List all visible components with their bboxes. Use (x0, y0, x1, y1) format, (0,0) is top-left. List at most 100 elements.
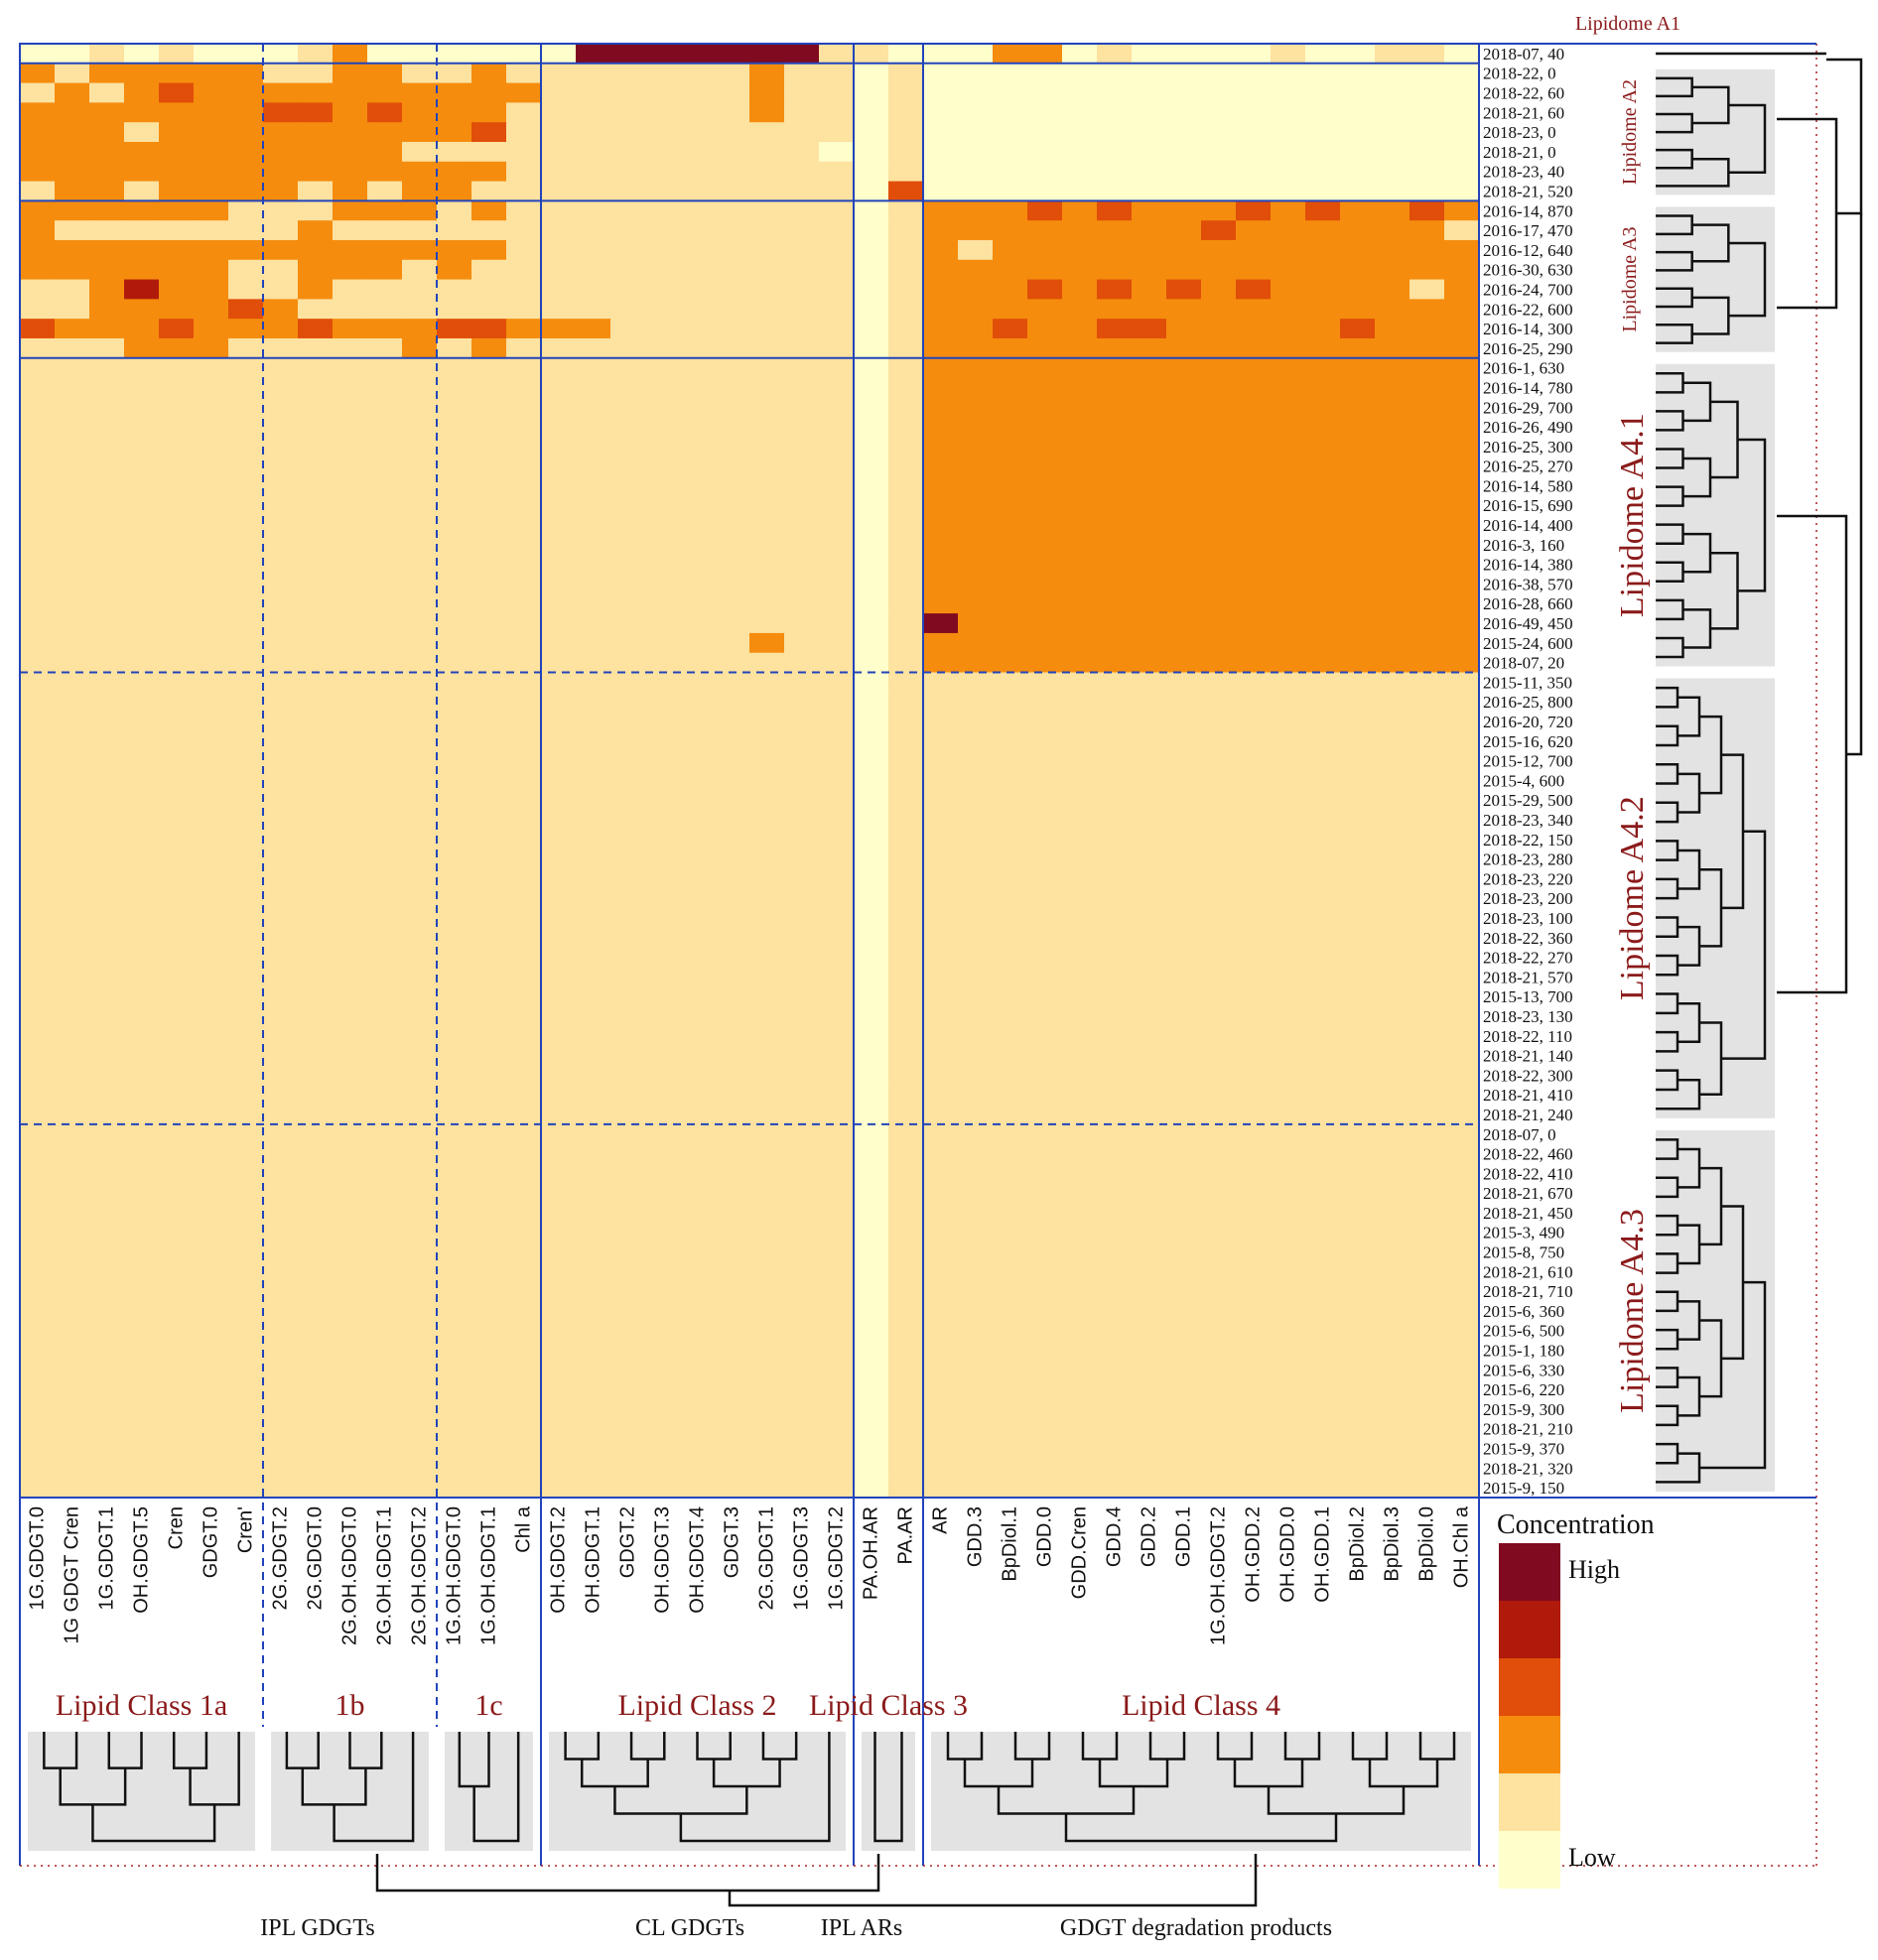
heatmap-cell (55, 888, 90, 909)
heatmap-cell (159, 357, 195, 379)
heatmap-cell (506, 672, 542, 693)
heatmap-cell (437, 1025, 472, 1047)
heatmap-cell (1409, 1379, 1445, 1400)
heatmap-cell (367, 652, 403, 674)
heatmap-cell (20, 1222, 56, 1243)
heatmap-cell (854, 63, 889, 84)
heatmap-cell (228, 1203, 264, 1224)
heatmap-cell (333, 417, 368, 438)
heatmap-cell (923, 947, 959, 968)
heatmap-cell (993, 986, 1028, 1007)
heatmap-cell (680, 456, 716, 477)
heatmap-cell (1444, 672, 1480, 693)
row-label: 2018-23, 220 (1483, 869, 1573, 888)
heatmap-cell (993, 1105, 1028, 1125)
heatmap-cell (645, 44, 681, 65)
heatmap-cell (1305, 1085, 1341, 1106)
heatmap-cell (1340, 1379, 1376, 1400)
heatmap-cell (1097, 239, 1133, 261)
dendrogram-branch (679, 1732, 831, 1843)
heatmap-cell (367, 1006, 403, 1027)
heatmap-cell (923, 534, 959, 556)
heatmap-cell (715, 692, 750, 713)
heatmap-cell (610, 299, 646, 320)
heatmap-cell (159, 220, 195, 241)
heatmap-cell (645, 554, 681, 576)
heatmap-cell (1271, 102, 1306, 123)
heatmap-cell (645, 574, 681, 594)
heatmap-cell (1444, 574, 1480, 594)
heatmap-cell (20, 632, 56, 654)
heatmap-cell (124, 730, 160, 752)
heatmap-cell (854, 1222, 889, 1243)
heatmap-cell (784, 849, 820, 869)
heatmap-cell (715, 475, 750, 496)
heatmap-cell (645, 1123, 681, 1145)
heatmap-cell (645, 613, 681, 634)
heatmap-cell (506, 397, 542, 418)
heatmap-cell (819, 1025, 855, 1047)
heatmap-cell (749, 1399, 785, 1420)
heatmap-cell (576, 672, 611, 693)
heatmap-cell (1444, 1105, 1480, 1125)
heatmap-cell (1375, 1438, 1410, 1459)
heatmap-cell (124, 1241, 160, 1262)
heatmap-cell (576, 593, 611, 614)
heatmap-cell (610, 319, 646, 339)
heatmap-cell (194, 1399, 229, 1420)
heatmap-cell (1132, 574, 1167, 594)
heatmap-cell (1409, 927, 1445, 949)
heatmap-cell (645, 1065, 681, 1086)
heatmap-cell (1201, 181, 1237, 201)
heatmap-cell (680, 259, 716, 281)
heatmap-cell (1132, 181, 1167, 201)
heatmap-cell (888, 456, 924, 477)
heatmap-cell (715, 1203, 750, 1224)
heatmap-cell (1305, 239, 1341, 261)
heatmap-cell (437, 1183, 472, 1204)
heatmap-cell (715, 1399, 750, 1420)
heatmap-cell (1097, 652, 1133, 674)
heatmap-cell (298, 319, 334, 339)
heatmap-cell (715, 1340, 750, 1361)
heatmap-cell (888, 652, 924, 674)
heatmap-cell (610, 888, 646, 909)
heatmap-cell (541, 456, 577, 477)
heatmap-cell (1305, 1045, 1341, 1066)
row-label: 2016-25, 290 (1483, 339, 1573, 358)
heatmap-cell (1409, 1025, 1445, 1047)
heatmap-cell (1305, 515, 1341, 536)
heatmap-cell (784, 102, 820, 123)
heatmap-cell (576, 456, 611, 477)
heatmap-cell (1409, 849, 1445, 869)
heatmap-cell (263, 495, 299, 516)
heatmap-cell (784, 1360, 820, 1380)
heatmap-cell (819, 122, 855, 143)
heatmap-cell (1097, 337, 1133, 359)
heatmap-cell (1340, 1320, 1376, 1342)
heatmap-cell (610, 1438, 646, 1459)
heatmap-cell (784, 239, 820, 261)
heatmap-cell (1097, 750, 1133, 771)
legend-high-label: High (1568, 1555, 1620, 1584)
heatmap-cell (680, 417, 716, 438)
heatmap-cell (1375, 200, 1410, 221)
heatmap-cell (506, 1183, 542, 1204)
heatmap-cell (888, 1222, 924, 1243)
heatmap-cell (1062, 495, 1098, 516)
heatmap-cell (1236, 357, 1272, 379)
heatmap-cell (298, 456, 334, 477)
heatmap-cell (263, 574, 299, 594)
heatmap-cell (20, 397, 56, 418)
heatmap-cell (576, 1222, 611, 1243)
heatmap-cell (541, 1183, 577, 1204)
heatmap-cell (958, 672, 994, 693)
heatmap-cell (159, 1438, 195, 1459)
heatmap-cell (1236, 927, 1272, 949)
heatmap-cell (784, 377, 820, 398)
heatmap-cell (576, 436, 611, 457)
heatmap-cell (854, 652, 889, 674)
heatmap-cell (1132, 672, 1167, 693)
heatmap-cell (124, 790, 160, 811)
heatmap-cell (228, 1438, 264, 1459)
